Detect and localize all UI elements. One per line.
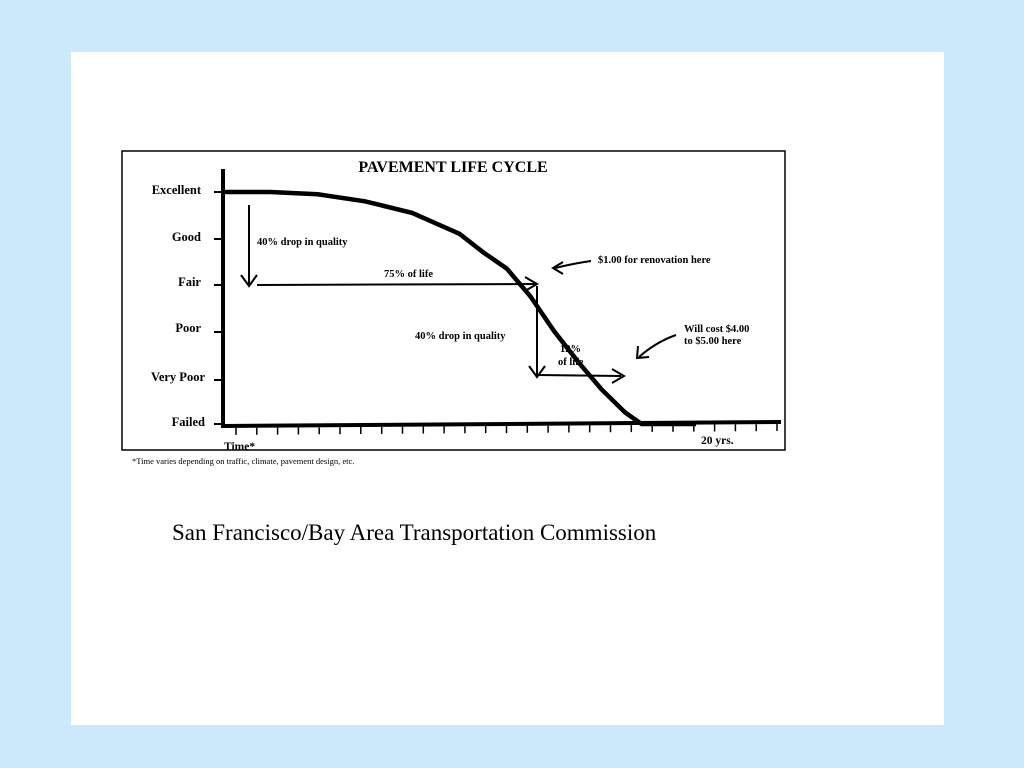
chart-title: PAVEMENT LIFE CYCLE: [358, 159, 547, 176]
y-label-failed: Failed: [172, 415, 205, 429]
y-ticks: [214, 191, 222, 425]
x-end-label: 20 yrs.: [701, 435, 734, 447]
annotation-cost-line1: Will cost $4.00: [684, 324, 749, 335]
annotation-life12-line2: of life: [558, 357, 584, 368]
annotation-renovation: $1.00 for renovation here: [598, 255, 711, 266]
life75-arrow: [256, 283, 536, 286]
annotation-cost-line2: to $5.00 here: [684, 336, 742, 347]
chart-frame: [121, 150, 786, 451]
y-label-fair: Fair: [178, 275, 201, 289]
cost-pointer: [638, 334, 677, 358]
pavement-life-cycle-chart: PAVEMENT LIFE CYCLE Excellent Good Fair …: [121, 150, 786, 466]
y-label-good: Good: [172, 230, 201, 244]
annotation-drop2: 40% drop in quality: [415, 331, 506, 342]
y-label-poor: Poor: [175, 321, 201, 335]
annotation-life12-line1: 12%: [560, 344, 581, 355]
annotation-life75: 75% of life: [384, 269, 433, 280]
x-axis: [222, 420, 782, 428]
y-label-very-poor: Very Poor: [151, 370, 205, 384]
annotation-arrows: [240, 205, 677, 384]
annotation-drop1: 40% drop in quality: [257, 237, 348, 248]
footnote: *Time varies depending on traffic, clima…: [132, 456, 354, 466]
source-caption: San Francisco/Bay Area Transportation Co…: [172, 520, 657, 545]
slide-panel: PAVEMENT LIFE CYCLE Excellent Good Fair …: [71, 52, 944, 725]
reno-pointer: [554, 260, 592, 269]
x-axis-label: Time*: [224, 441, 255, 453]
y-label-excellent: Excellent: [152, 183, 202, 197]
life-cycle-curve: [223, 189, 696, 427]
life12-arrow: [537, 374, 622, 377]
